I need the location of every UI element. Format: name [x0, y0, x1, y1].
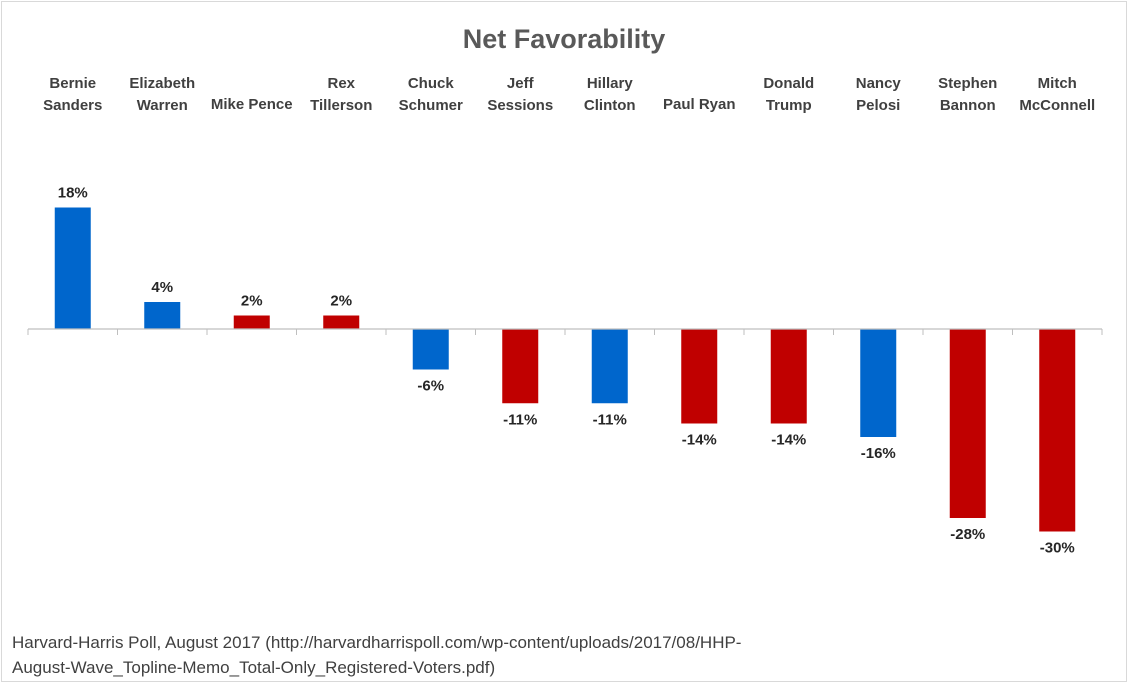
category-label: Donald Trump — [763, 75, 814, 114]
bars — [54, 207, 1076, 532]
data-label: 2% — [330, 293, 352, 310]
x-axis — [27, 328, 1103, 335]
data-label: -11% — [503, 411, 537, 428]
data-label: -6% — [417, 378, 444, 395]
bar — [412, 329, 449, 370]
data-label: -28% — [950, 526, 985, 543]
bar — [591, 329, 628, 404]
source-line-1: Harvard-Harris Poll, August 2017 (http:/… — [12, 633, 742, 652]
category-label: Elizabeth Warren — [129, 75, 195, 114]
category-label: Mike Pence — [211, 96, 293, 113]
category-label: Rex Tillerson — [310, 75, 372, 114]
source-note: Harvard-Harris Poll, August 2017 (http:/… — [12, 630, 1012, 680]
data-label: -14% — [682, 432, 717, 449]
chart-title: Net Favorability — [463, 24, 666, 54]
source-line-2: August-Wave_Topline-Memo_Total-Only_Regi… — [12, 658, 496, 677]
category-labels: Bernie Sanders Elizabeth Warren Mike Pence Re… — [43, 75, 1095, 114]
bar — [770, 329, 807, 424]
data-label: 18% — [58, 185, 88, 202]
category-label: Chuck Schumer — [399, 75, 463, 114]
data-label: -11% — [593, 411, 627, 428]
data-labels: 18% 4% 2% 2% -6% -11% -11% -14% -14% -16% -28% -30% — [58, 185, 1075, 557]
category-label: Mitch McConnell — [1019, 75, 1095, 114]
data-label: 4% — [151, 279, 173, 296]
bar — [323, 315, 360, 329]
category-label: Stephen Bannon — [938, 75, 997, 114]
bar — [681, 329, 718, 424]
bar — [949, 329, 986, 518]
category-label: Hillary Clinton — [584, 75, 636, 114]
bar — [860, 329, 897, 437]
bar — [54, 207, 91, 329]
data-label: -30% — [1040, 540, 1075, 557]
bar — [144, 302, 181, 329]
category-label: Jeff Sessions — [487, 75, 553, 114]
data-label: -14% — [771, 432, 806, 449]
bar — [502, 329, 539, 404]
bar — [233, 315, 270, 329]
category-label: Nancy Pelosi — [856, 75, 902, 114]
category-label: Bernie Sanders — [43, 75, 102, 114]
category-label: Paul Ryan — [663, 96, 736, 113]
data-label: 2% — [241, 293, 263, 310]
data-label: -16% — [861, 445, 896, 462]
bar — [1039, 329, 1076, 532]
